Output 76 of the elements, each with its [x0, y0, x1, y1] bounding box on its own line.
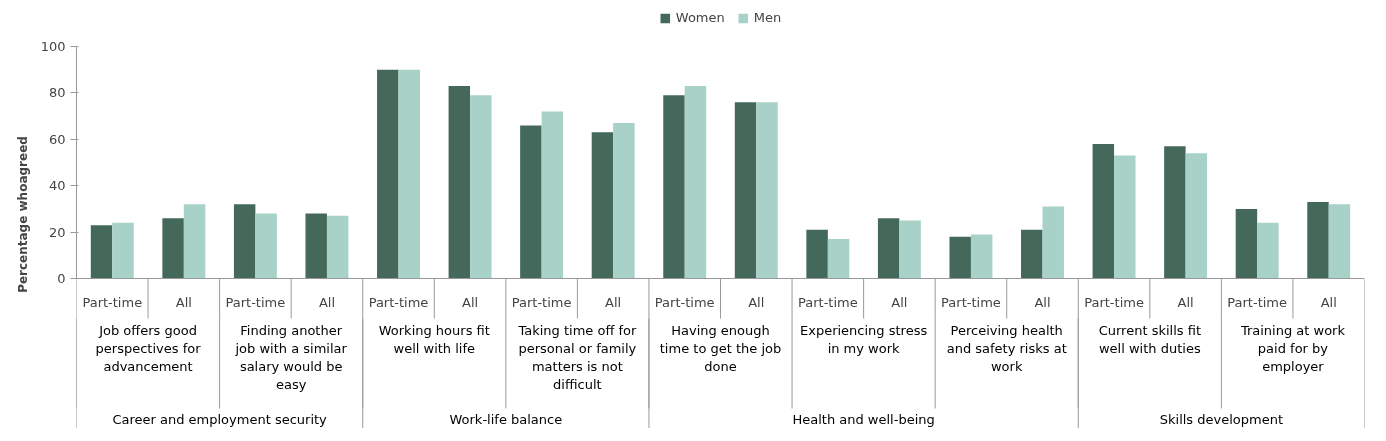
bar [305, 213, 327, 279]
bar [398, 69, 420, 279]
bar [591, 132, 614, 279]
text: Job offers good perspectives for advancement [95, 322, 202, 374]
bar [806, 229, 828, 279]
bar [1092, 143, 1115, 279]
text: Work-life balance [449, 411, 563, 427]
bar [663, 95, 685, 279]
y-tick-label: 100 [40, 39, 66, 54]
y-tick-label: 60 [48, 131, 66, 147]
bar [90, 225, 113, 279]
x-tick-label: Part-time [797, 294, 858, 310]
x-tick-label: Part-time [368, 294, 429, 310]
y-tick-label: 20 [48, 224, 66, 240]
legend-label: Men [753, 10, 782, 25]
x-tick-label: All [748, 294, 765, 310]
bar [1114, 155, 1136, 279]
x-tick-label: Part-time [225, 294, 286, 310]
x-tick-label: All [1177, 294, 1194, 310]
bar [1307, 201, 1329, 279]
x-tick-label: Part-time [82, 294, 143, 310]
bar [377, 69, 399, 279]
bar [1257, 222, 1279, 279]
bar [326, 215, 349, 279]
bar [756, 102, 778, 279]
text: Having enough time to get the job done [659, 322, 782, 374]
bar [613, 123, 635, 279]
bar [520, 125, 542, 279]
bar [255, 213, 277, 279]
text: Career and employment security [112, 411, 328, 427]
y-axis-title: Percentage whoagreed [15, 136, 30, 293]
y-tick-label: 0 [57, 271, 66, 286]
x-tick-label: All [462, 294, 479, 310]
x-tick-label: Part-time [511, 294, 572, 310]
legend-label: Women [675, 10, 725, 25]
bar [684, 85, 707, 279]
text: Training at work paid for by employer [1239, 322, 1346, 374]
bar [1042, 206, 1064, 279]
bar [233, 204, 256, 279]
bar [1021, 229, 1043, 279]
text: Skills development [1159, 411, 1284, 427]
x-tick-label: All [891, 294, 908, 310]
x-tick-label: All [318, 294, 336, 310]
bar [470, 95, 492, 279]
bar [949, 236, 971, 279]
x-tick-label: Part-time [1227, 294, 1288, 310]
bar [827, 239, 850, 279]
text: Working hours fit well with life [378, 322, 490, 356]
text: Perceiving health and safety risks at work [946, 322, 1067, 374]
bar [448, 85, 471, 279]
bar [183, 204, 206, 279]
bar [1164, 146, 1186, 279]
bar [112, 222, 134, 279]
x-tick-label: Part-time [1084, 294, 1144, 310]
y-tick-label: 40 [48, 178, 66, 194]
bar [1235, 208, 1258, 279]
bar [877, 218, 900, 279]
x-tick-label: Part-time [941, 294, 1001, 310]
text: Taking time off for personal or family matters is not difficult [517, 322, 638, 392]
x-tick-label: All [605, 294, 622, 310]
text: Current skills fit well with duties [1098, 322, 1201, 356]
bar [899, 220, 921, 279]
x-tick-label: Part-time [654, 294, 715, 310]
text: Experiencing stress in my work [800, 322, 928, 356]
text: Finding another job with a similar salary would be easy [234, 322, 348, 392]
bar [1185, 153, 1208, 279]
bar [162, 218, 184, 279]
bar [734, 102, 757, 279]
x-tick-label: All [1320, 294, 1337, 310]
bar [541, 111, 564, 279]
bar [1328, 204, 1351, 279]
x-tick-label: All [1034, 294, 1051, 310]
y-tick-label: 80 [48, 85, 66, 101]
x-tick-label: All [175, 294, 192, 310]
bar [970, 234, 993, 279]
text: Health and well-being [792, 411, 935, 427]
